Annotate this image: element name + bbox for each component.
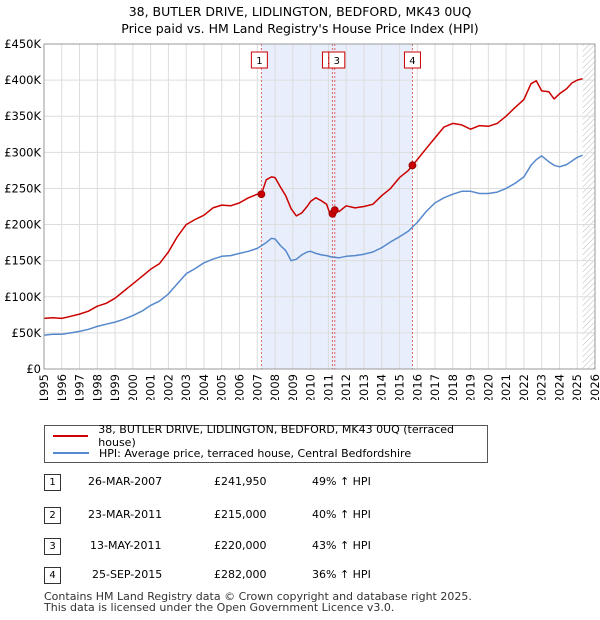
transaction-number: 3 <box>44 538 61 555</box>
x-tick-label: 2008 <box>268 374 282 400</box>
transaction-price: £220,000 <box>214 539 267 552</box>
legend-swatch-hpi <box>53 452 89 454</box>
sale-marker-label-text: 3 <box>334 56 340 67</box>
y-tick-label: £50K <box>12 326 42 340</box>
y-tick-label: £200K <box>4 218 41 232</box>
x-tick-label: 2023 <box>535 374 549 400</box>
x-tick-label: 2011 <box>321 374 335 400</box>
transaction-hpi: 36% ↑ HPI <box>312 568 371 581</box>
x-tick-label: 2025 <box>570 374 584 400</box>
footer-copyright: Contains HM Land Registry data © Crown c… <box>44 590 472 603</box>
x-tick-label: 2005 <box>215 374 229 400</box>
chart-title-line1: 38, BUTLER DRIVE, LIDLINGTON, BEDFORD, M… <box>128 4 472 19</box>
sale-marker-label-text: 4 <box>409 56 415 67</box>
transaction-price: £241,950 <box>214 475 267 488</box>
x-tick-label: 1999 <box>108 374 122 400</box>
x-tick-label: 2016 <box>410 374 424 400</box>
transaction-price: £282,000 <box>214 568 267 581</box>
legend-item-property: 38, BUTLER DRIVE, LIDLINGTON, BEDFORD, M… <box>53 423 487 449</box>
transaction-number: 4 <box>44 567 61 584</box>
plot-frame <box>43 43 596 370</box>
sale-marker-label: 4 <box>403 51 421 69</box>
x-tick-label: 2019 <box>464 374 478 400</box>
x-tick-label: 2021 <box>499 374 513 400</box>
y-tick-label: £450K <box>4 37 41 51</box>
chart-legend: 38, BUTLER DRIVE, LIDLINGTON, BEDFORD, M… <box>44 423 488 463</box>
shaded-region <box>261 44 413 369</box>
sale-marker-label-box <box>328 51 346 69</box>
transaction-hpi: 40% ↑ HPI <box>312 508 371 521</box>
x-tick-label: 2009 <box>286 374 300 400</box>
legend-swatch-property <box>53 435 89 437</box>
sale-marker-dot <box>330 206 339 215</box>
transaction-hpi: 43% ↑ HPI <box>312 539 371 552</box>
x-tick-label: 2013 <box>357 374 371 400</box>
y-tick-label: £0 <box>26 362 41 376</box>
x-tick-label: 1997 <box>73 374 87 400</box>
y-tick-label: £400K <box>4 73 41 87</box>
sale-marker-label-box <box>250 51 268 69</box>
x-tick-label: 2015 <box>392 374 406 400</box>
transaction-date: 25-SEP-2015 <box>92 568 163 581</box>
transaction-date: 13-MAY-2011 <box>90 539 162 552</box>
sale-marker-dot <box>257 190 266 199</box>
transaction-number: 2 <box>44 507 61 524</box>
x-tick-label: 2002 <box>161 374 175 400</box>
x-tick-label: 2006 <box>233 374 247 400</box>
x-tick-label: 2000 <box>126 374 140 400</box>
sale-marker-label: 3 <box>328 51 346 69</box>
price-chart: 1234£0£50K£100K£150K£200K£250K£300K£350K… <box>4 37 600 400</box>
x-tick-label: 2026 <box>588 374 600 400</box>
y-tick-label: £250K <box>4 181 41 195</box>
x-tick-label: 1998 <box>90 374 104 400</box>
x-tick-label: 1996 <box>55 374 69 400</box>
transaction-date: 26-MAR-2007 <box>88 475 163 488</box>
sale-marker-label-text: 1 <box>256 56 262 67</box>
x-tick-label: 2012 <box>339 374 353 400</box>
legend-label-property: 38, BUTLER DRIVE, LIDLINGTON, BEDFORD, M… <box>98 423 455 449</box>
transaction-number: 1 <box>44 474 61 491</box>
series-line-hpi <box>43 154 583 336</box>
x-tick-label: 2024 <box>552 374 566 400</box>
legend-item-hpi: HPI: Average price, terraced house, Cent… <box>53 445 411 461</box>
y-tick-label: £350K <box>4 109 41 123</box>
series-line-property <box>43 77 583 320</box>
x-tick-label: 2003 <box>179 374 193 400</box>
transaction-hpi: 49% ↑ HPI <box>312 475 371 488</box>
footer-licence: This data is licensed under the Open Gov… <box>44 601 395 614</box>
chart-title-line2: Price paid vs. HM Land Registry's House … <box>121 21 479 36</box>
x-tick-label: 2010 <box>304 374 318 400</box>
x-tick-label: 2007 <box>250 374 264 400</box>
x-tick-label: 2004 <box>197 374 211 400</box>
y-tick-label: £300K <box>4 145 41 159</box>
x-tick-label: 2017 <box>428 374 442 400</box>
sale-marker-dot <box>408 161 417 170</box>
x-tick-label: 2020 <box>481 374 495 400</box>
future-hatch-region <box>582 44 595 369</box>
sale-marker-label: 1 <box>250 51 268 69</box>
x-tick-label: 2018 <box>446 374 460 400</box>
y-tick-label: £150K <box>4 254 41 268</box>
transaction-date: 23-MAR-2011 <box>88 508 163 521</box>
x-tick-label: 2014 <box>375 374 389 400</box>
y-tick-label: £100K <box>4 290 41 304</box>
sale-marker-label-box <box>403 51 421 69</box>
x-tick-label: 1995 <box>37 374 51 400</box>
transaction-price: £215,000 <box>214 508 267 521</box>
x-tick-label: 2001 <box>144 374 158 400</box>
legend-label-hpi: HPI: Average price, terraced house, Cent… <box>99 446 412 460</box>
x-tick-label: 2022 <box>517 374 531 400</box>
